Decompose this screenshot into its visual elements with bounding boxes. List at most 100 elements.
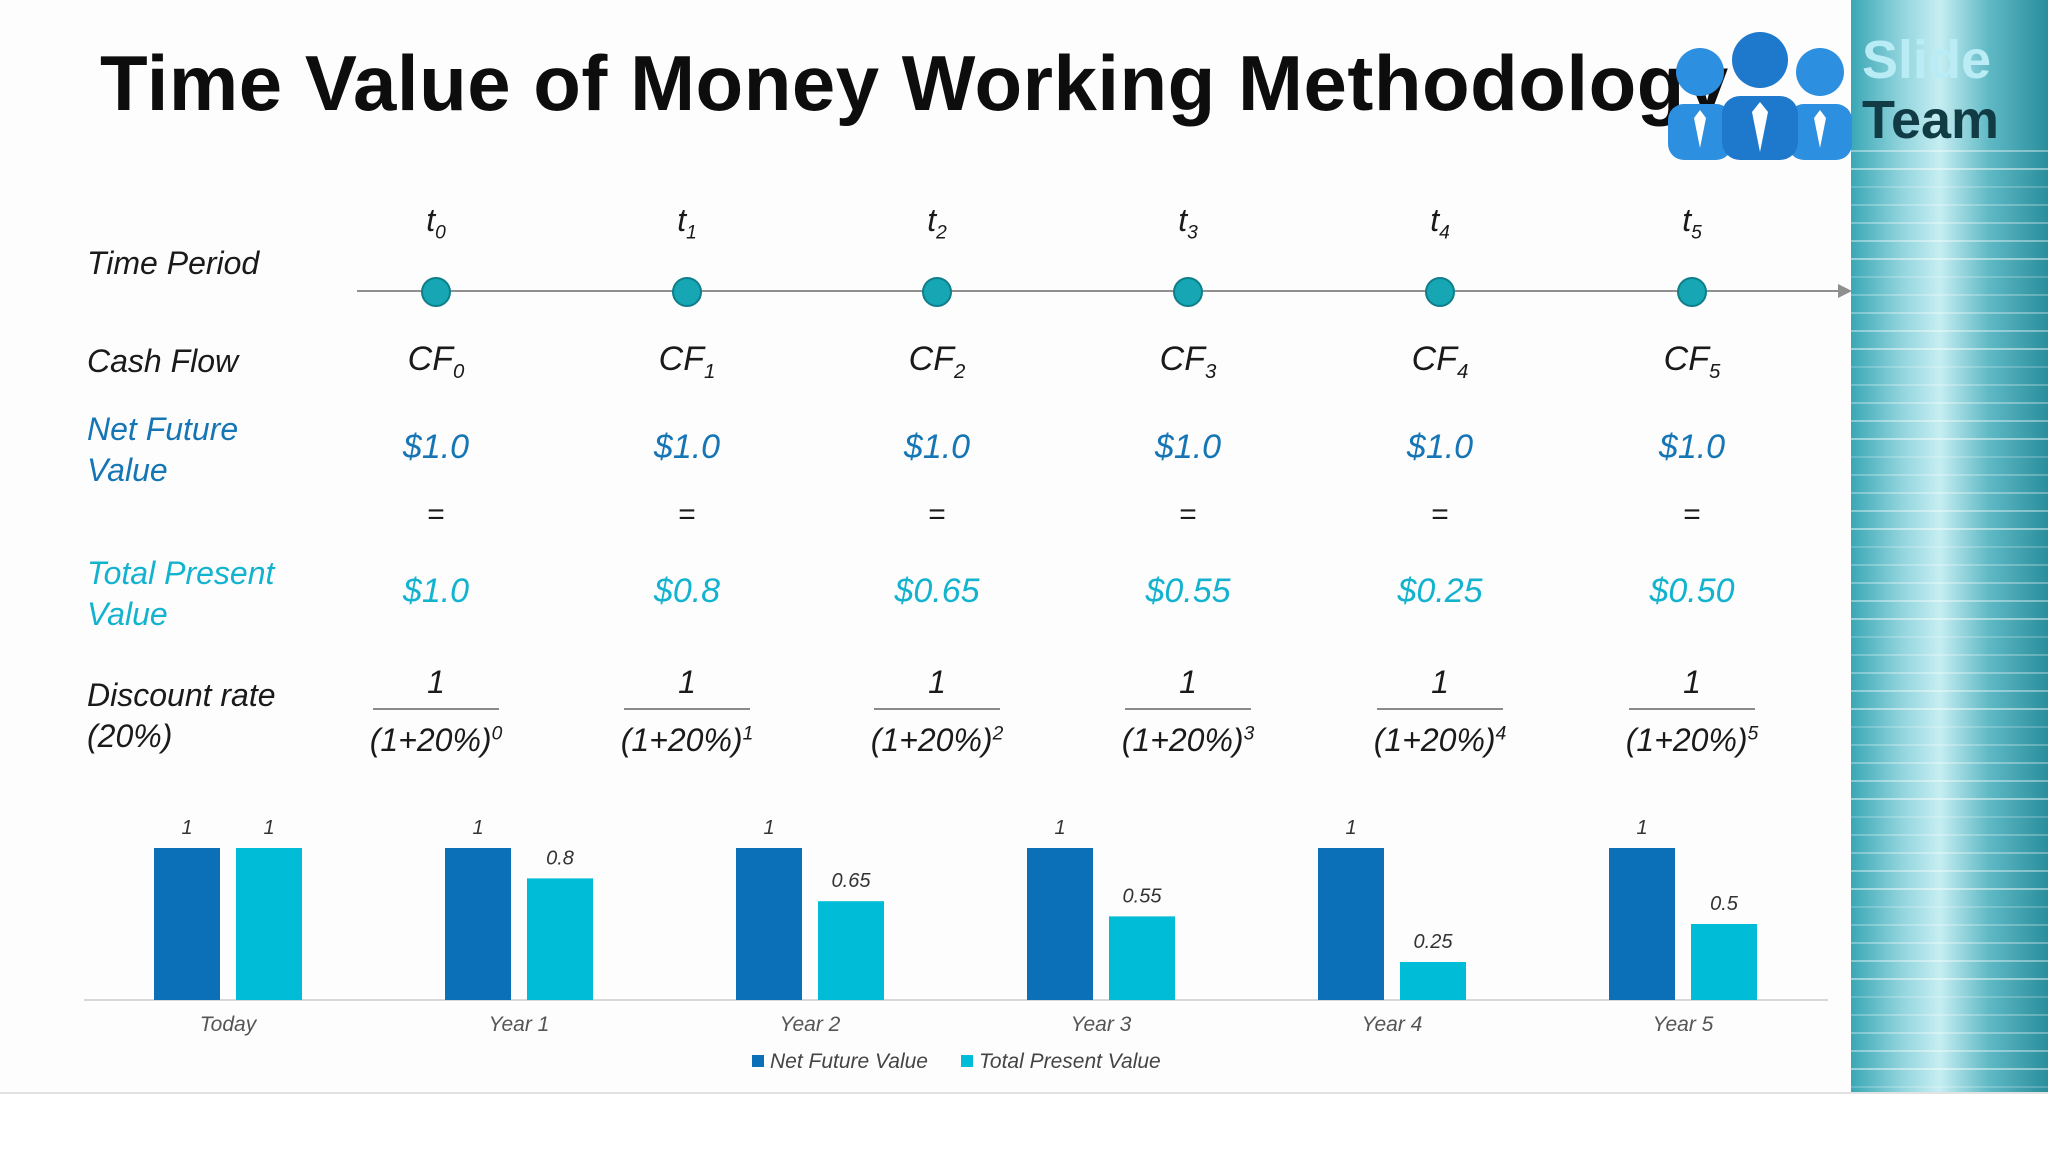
symbol-text: t (1178, 202, 1188, 238)
label-time-period: Time Period (87, 245, 260, 281)
coin-edge-stripe (1851, 222, 2048, 224)
superscript-text: 3 (1243, 723, 1255, 745)
symbol-text: (1+20%) (870, 722, 993, 758)
coin-edge-stripe (1851, 888, 2048, 890)
bar-chart: 1 1 Today 1 0.8 Year 1 1 0.65 Year 2 1 0.55 Year 3 1… (84, 817, 1828, 1073)
coin-edge-stripe (1851, 1050, 2048, 1052)
subscript-text: 1 (703, 360, 716, 383)
equals-sign: = (1179, 498, 1197, 531)
coin-edge-stripe (1851, 168, 2048, 170)
net-future-value: $1.0 (903, 428, 971, 466)
total-present-value: $0.65 (894, 572, 980, 610)
coin-edge-stripe (1851, 726, 2048, 728)
discount-denominator: (1+20%)1 (577, 722, 797, 759)
subscript-text: 3 (1187, 222, 1198, 244)
symbol-text: CF (1411, 340, 1457, 378)
symbol-text: (1+20%) (620, 722, 743, 758)
timeline-line (357, 290, 1842, 292)
coin-edge-stripe (1851, 420, 2048, 422)
time-label: t1 (587, 202, 787, 244)
legend-swatch (961, 1055, 973, 1067)
coin-edge-stripe (1851, 924, 2048, 926)
subscript-text: 3 (1204, 360, 1217, 383)
label-total-present-value-2: Value (87, 596, 168, 632)
subscript-text: 5 (1691, 222, 1702, 244)
coin-edge-stripe (1851, 636, 2048, 638)
coin-edge-stripe (1851, 510, 2048, 512)
coin-edge-stripe (1851, 384, 2048, 386)
coin-edge-stripe (1851, 906, 2048, 908)
fraction-line (1377, 708, 1503, 710)
legend-label: Net Future Value (770, 1050, 928, 1073)
fraction-line (1629, 708, 1755, 710)
total-present-value: $0.25 (1397, 572, 1483, 610)
data-label: 0.25 (1414, 931, 1454, 953)
coin-edge-stripe (1851, 852, 2048, 854)
equals-sign: = (427, 498, 445, 531)
subscript-text: 1 (686, 222, 697, 244)
x-tick-label: Year 3 (1071, 1013, 1132, 1036)
superscript-text: 0 (491, 723, 503, 745)
equals-sign: = (678, 498, 696, 531)
data-label: 1 (1345, 817, 1356, 839)
coin-edge-stripe (1851, 744, 2048, 746)
discount-denominator: (1+20%)5 (1582, 722, 1802, 759)
slideteam-logo: Slide Team (1862, 30, 1999, 150)
total-present-value: $0.50 (1649, 572, 1735, 610)
fraction-line (1125, 708, 1251, 710)
coin-edge-stripe (1851, 294, 2048, 296)
x-tick-label: Today (200, 1013, 258, 1036)
timeline-dot (1677, 277, 1707, 307)
timeline-dot (672, 277, 702, 307)
coin-edge-stripe (1851, 960, 2048, 962)
coin-edge-stripe (1851, 1014, 2048, 1016)
coin-edge-stripe (1851, 798, 2048, 800)
coin-edge-stripe (1851, 456, 2048, 458)
data-label: 1 (763, 817, 774, 839)
coin-edge-stripe (1851, 672, 2048, 674)
label-total-present-value-1: Total Present (87, 555, 275, 591)
coin-edge-stripe (1851, 474, 2048, 476)
bar-total-present-value (818, 901, 884, 1000)
total-present-value: $1.0 (402, 572, 470, 610)
subscript-text: 4 (1439, 222, 1450, 244)
net-future-value: $1.0 (1154, 428, 1222, 466)
fraction-line (624, 708, 750, 710)
bar-net-future-value (1318, 848, 1384, 1000)
data-label: 1 (472, 817, 483, 839)
coin-edge-stripe (1851, 690, 2048, 692)
coin-edge-stripe (1851, 762, 2048, 764)
discount-numerator: 1 (427, 664, 445, 700)
label-discount-rate-2: (20%) (87, 718, 173, 754)
coin-edge-stripe (1851, 492, 2048, 494)
net-future-value: $1.0 (402, 428, 470, 466)
bar-total-present-value (1109, 916, 1175, 1000)
coin-edge-stripe (1851, 546, 2048, 548)
coin-edge-stripe (1851, 996, 2048, 998)
x-tick-label: Year 4 (1362, 1013, 1423, 1036)
subscript-text: 2 (953, 360, 966, 383)
bar-total-present-value (1400, 962, 1466, 1000)
coin-edge-stripe (1851, 1068, 2048, 1070)
coin-edge-stripe (1851, 528, 2048, 530)
discount-numerator: 1 (928, 664, 946, 700)
coin-edge-stripe (1851, 816, 2048, 818)
logo-line-1: Slide (1862, 30, 1992, 90)
coin-edge-stripe (1851, 1086, 2048, 1088)
discount-numerator: 1 (1431, 664, 1449, 700)
slide-canvas (0, 0, 1851, 1092)
timeline-arrow-icon (1838, 284, 1852, 298)
bar-net-future-value (154, 848, 220, 1000)
bar-net-future-value (445, 848, 511, 1000)
label-net-future-value-2: Value (87, 452, 168, 488)
coin-edge-stripe (1851, 708, 2048, 710)
data-label: 0.8 (546, 847, 574, 869)
cash-flow-value: CF5 (1592, 340, 1792, 384)
coin-edge-stripe (1851, 276, 2048, 278)
discount-denominator: (1+20%)0 (326, 722, 546, 759)
superscript-text: 2 (992, 723, 1004, 745)
equals-sign: = (1431, 498, 1449, 531)
bar-total-present-value (236, 848, 302, 1000)
symbol-text: t (426, 202, 436, 238)
bar-net-future-value (1027, 848, 1093, 1000)
